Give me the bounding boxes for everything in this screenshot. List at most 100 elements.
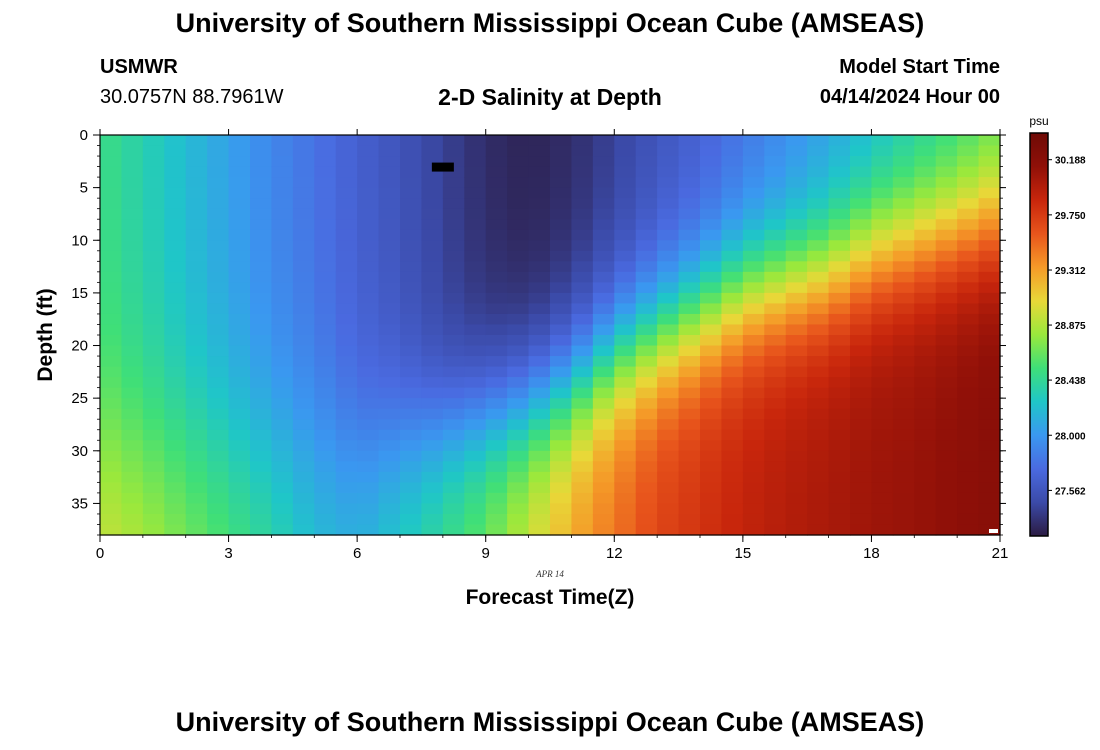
heatmap-cell bbox=[292, 335, 315, 347]
heatmap-cell bbox=[507, 229, 530, 241]
heatmap-cell bbox=[614, 503, 637, 515]
heatmap-cell bbox=[850, 187, 873, 199]
heatmap-cell bbox=[785, 387, 808, 399]
heatmap-cell bbox=[507, 471, 530, 483]
heatmap-cell bbox=[635, 271, 658, 283]
heatmap-cell bbox=[528, 250, 551, 262]
heatmap-cell bbox=[421, 324, 444, 336]
heatmap-cell bbox=[978, 208, 1001, 220]
heatmap-cell bbox=[678, 219, 701, 231]
heatmap-cell bbox=[185, 187, 208, 199]
heatmap-cell bbox=[742, 145, 765, 157]
heatmap-cell bbox=[442, 377, 465, 389]
heatmap-cell bbox=[978, 313, 1001, 326]
heatmap-cell bbox=[421, 166, 444, 178]
heatmap-cell bbox=[378, 513, 401, 526]
heatmap-cell bbox=[185, 356, 208, 368]
heatmap-cell bbox=[721, 524, 744, 536]
heatmap-cell bbox=[764, 461, 787, 473]
heatmap-cell bbox=[121, 335, 144, 347]
heatmap-cell bbox=[485, 366, 508, 378]
heatmap-cell bbox=[485, 240, 508, 252]
heatmap-cell bbox=[207, 303, 230, 315]
heatmap-cell bbox=[378, 524, 401, 536]
heatmap-cell bbox=[550, 219, 573, 231]
heatmap-cell bbox=[721, 503, 744, 515]
heatmap-cell bbox=[207, 282, 230, 294]
heatmap-cell bbox=[657, 166, 680, 178]
heatmap-cell bbox=[978, 377, 1001, 389]
heatmap-cell bbox=[378, 503, 401, 515]
heatmap-cell bbox=[614, 145, 637, 157]
heatmap-cell bbox=[357, 335, 380, 347]
heatmap-cell bbox=[528, 377, 551, 389]
heatmap-cell bbox=[400, 356, 423, 368]
heatmap-cell bbox=[400, 366, 423, 378]
heatmap-cell bbox=[850, 492, 873, 505]
heatmap-cell bbox=[421, 271, 444, 283]
x-tick-label: 9 bbox=[482, 545, 490, 562]
heatmap-cell bbox=[100, 145, 123, 157]
heatmap-cell bbox=[571, 219, 594, 231]
heatmap-cell bbox=[421, 387, 444, 399]
heatmap-cell bbox=[742, 482, 765, 494]
heatmap-cell bbox=[700, 250, 723, 262]
heatmap-cell bbox=[785, 145, 808, 157]
heatmap-cell bbox=[550, 240, 573, 252]
heatmap-cell bbox=[464, 145, 487, 157]
heatmap-cell bbox=[592, 482, 615, 494]
heatmap-cell bbox=[828, 387, 851, 399]
heatmap-cell bbox=[550, 271, 573, 283]
heatmap-cell bbox=[271, 356, 294, 368]
heatmap-cell bbox=[657, 313, 680, 326]
station-id: USMWR bbox=[100, 56, 178, 78]
heatmap-cell bbox=[100, 292, 123, 305]
heatmap-cell bbox=[828, 408, 851, 420]
heatmap-cell bbox=[914, 261, 937, 273]
heatmap-cell bbox=[678, 513, 701, 526]
heatmap-cell bbox=[228, 292, 251, 305]
heatmap-cell bbox=[935, 282, 958, 294]
heatmap-cell bbox=[828, 450, 851, 462]
heatmap-cell bbox=[100, 261, 123, 273]
heatmap-cell bbox=[935, 492, 958, 505]
heatmap-cell bbox=[228, 324, 251, 336]
heatmap-cell bbox=[207, 345, 230, 357]
heatmap-cell bbox=[485, 440, 508, 452]
heatmap-cell bbox=[314, 261, 337, 273]
heatmap-cell bbox=[807, 335, 830, 347]
heatmap-cell bbox=[550, 419, 573, 431]
heatmap-cell bbox=[892, 513, 915, 526]
heatmap-cell bbox=[142, 471, 165, 483]
heatmap-cell bbox=[250, 398, 273, 410]
heatmap-cell bbox=[721, 345, 744, 357]
colorbar-tick-label: 27.562 bbox=[1055, 486, 1086, 497]
heatmap-cell bbox=[614, 461, 637, 473]
heatmap-cell bbox=[142, 429, 165, 441]
heatmap-cell bbox=[550, 324, 573, 336]
heatmap-cell bbox=[614, 135, 637, 147]
heatmap-cell bbox=[764, 292, 787, 305]
y-tick-label: 20 bbox=[71, 338, 88, 355]
heatmap-cell bbox=[400, 156, 423, 168]
heatmap-cell bbox=[871, 208, 894, 220]
heatmap-cell bbox=[507, 335, 530, 347]
heatmap-cell bbox=[400, 177, 423, 189]
heatmap-cell bbox=[657, 482, 680, 494]
heatmap-cell bbox=[678, 503, 701, 515]
heatmap-cell bbox=[764, 303, 787, 315]
colorbar-tick-label: 28.000 bbox=[1055, 431, 1086, 442]
heatmap-cell bbox=[592, 187, 615, 199]
heatmap-cell bbox=[871, 524, 894, 536]
heatmap-cell bbox=[142, 261, 165, 273]
heatmap-cell bbox=[892, 492, 915, 505]
heatmap-cell bbox=[378, 208, 401, 220]
heatmap-cell bbox=[378, 324, 401, 336]
heatmap-cell bbox=[485, 408, 508, 420]
heatmap-cell bbox=[635, 429, 658, 441]
heatmap-cell bbox=[914, 482, 937, 494]
heatmap-cell bbox=[935, 261, 958, 273]
heatmap-cell bbox=[207, 419, 230, 431]
heatmap-cell bbox=[700, 135, 723, 147]
heatmap-cell bbox=[635, 135, 658, 147]
